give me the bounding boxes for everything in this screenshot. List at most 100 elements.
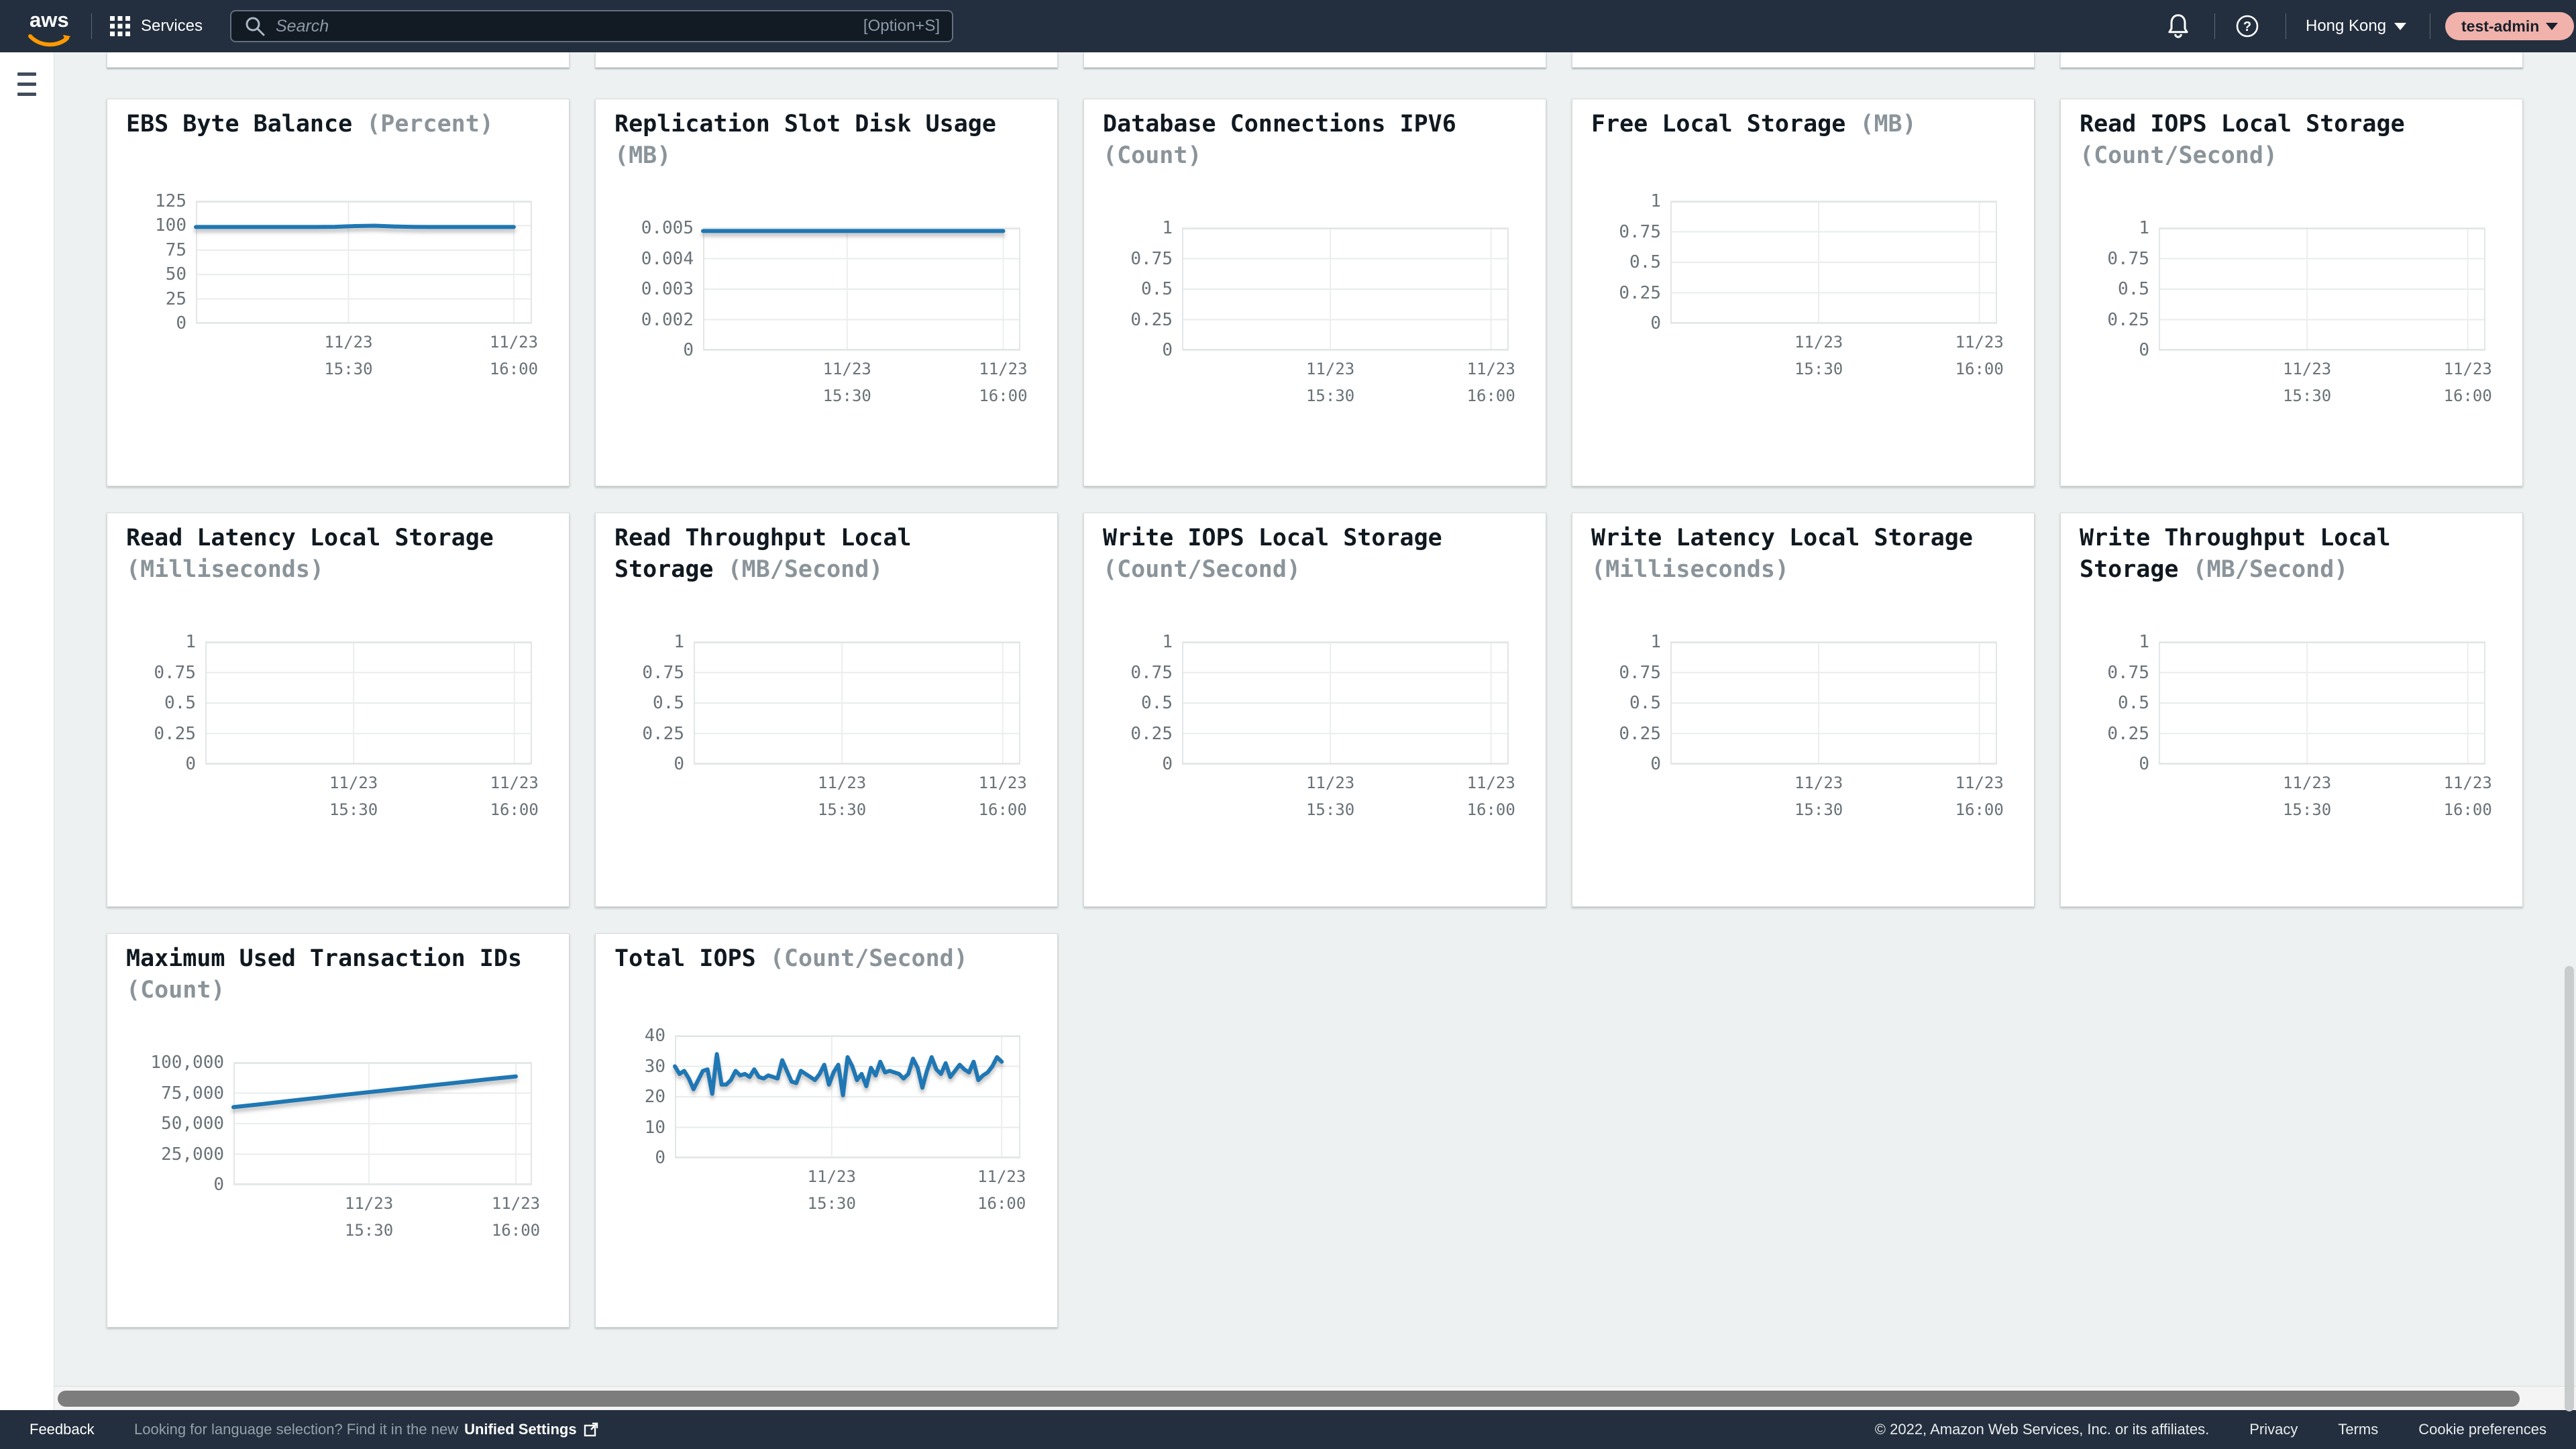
metric-card-database-connections-ipv6[interactable]: Database Connections IPV6 (Count) 1 0.75 0.… bbox=[1083, 99, 1546, 486]
metric-card-write-throughput-local-storage[interactable]: Write Throughput Local Storage (MB/Secon… bbox=[2060, 513, 2523, 907]
x-axis-tick-label: 15:30 bbox=[2282, 386, 2332, 405]
chart-unit-label: (Milliseconds) bbox=[1591, 556, 1790, 583]
y-axis-tick-label: 0 bbox=[683, 340, 694, 360]
terms-link[interactable]: Terms bbox=[2338, 1421, 2379, 1438]
sidebar-menu-toggle[interactable] bbox=[17, 72, 36, 97]
chart-plot-area[interactable] bbox=[231, 1062, 532, 1185]
x-axis-tick-label: 16:00 bbox=[491, 1221, 541, 1240]
y-axis-tick-label: 20 bbox=[644, 1087, 665, 1107]
chart-title-text: Replication Slot Disk Usage bbox=[614, 111, 996, 138]
x-axis-tick-label: 16:00 bbox=[977, 1194, 1026, 1213]
chart-plot-area[interactable] bbox=[1182, 641, 1509, 765]
unified-settings-link[interactable]: Unified Settings bbox=[464, 1421, 577, 1438]
metric-card-read-latency-local-storage[interactable]: Read Latency Local Storage (Milliseconds… bbox=[107, 513, 570, 907]
x-axis-tick-label: 11/23 bbox=[344, 1194, 394, 1213]
account-menu-button[interactable]: test-admin bbox=[2445, 12, 2575, 40]
x-axis-tick-label: 11/23 bbox=[1955, 773, 2004, 792]
chart-plot-area[interactable] bbox=[673, 1035, 1020, 1159]
x-axis-tick-label: 16:00 bbox=[978, 800, 1027, 819]
search-placeholder: Search bbox=[276, 16, 329, 36]
x-axis-tick-label: 15:30 bbox=[324, 360, 373, 378]
metric-line-series bbox=[194, 223, 516, 229]
chart-plot-area[interactable] bbox=[205, 641, 532, 765]
metric-card-maximum-used-transaction-ids[interactable]: Maximum Used Transaction IDs (Count) 100,… bbox=[107, 933, 570, 1328]
chart-title-text: Read Latency Local Storage bbox=[126, 525, 494, 551]
hamburger-icon bbox=[17, 72, 36, 76]
x-axis-tick-label: 11/23 bbox=[1466, 773, 1515, 792]
nav-divider bbox=[91, 13, 92, 39]
metric-line-series bbox=[673, 1052, 1004, 1097]
y-axis-tick-label: 0 bbox=[185, 754, 196, 774]
help-button[interactable]: ? bbox=[2234, 13, 2261, 40]
x-axis-tick-label: 15:30 bbox=[344, 1221, 394, 1240]
feedback-link[interactable]: Feedback bbox=[30, 1421, 95, 1438]
privacy-link[interactable]: Privacy bbox=[2249, 1421, 2298, 1438]
partial-card-cut-off[interactable] bbox=[1083, 52, 1546, 68]
partial-card-cut-off[interactable] bbox=[1572, 52, 2035, 68]
chart-title-text: Free Local Storage bbox=[1591, 111, 1860, 138]
aws-logo[interactable]: aws bbox=[28, 5, 75, 47]
chart-unit-label: (Milliseconds) bbox=[126, 556, 325, 583]
metric-card-ebs-byte-balance[interactable]: EBS Byte Balance (Percent) 125 100 75 50 25 0 1… bbox=[107, 99, 570, 486]
chart-plot-area[interactable] bbox=[2159, 227, 2485, 351]
partial-card-cut-off[interactable] bbox=[2060, 52, 2523, 68]
chart-plot-area[interactable] bbox=[701, 227, 1020, 351]
x-axis-tick-label: 11/23 bbox=[1955, 333, 2004, 352]
y-axis-tick-label: 0.75 bbox=[1130, 662, 1173, 683]
x-axis-tick-label: 11/23 bbox=[817, 773, 867, 792]
metric-card-replication-slot-disk-usage[interactable]: Replication Slot Disk Usage (MB) 0.005 0.0… bbox=[595, 99, 1058, 486]
x-axis-tick-label: 11/23 bbox=[324, 333, 373, 352]
x-axis-tick-label: 15:30 bbox=[1794, 800, 1843, 819]
region-selector[interactable]: Hong Kong bbox=[2306, 0, 2407, 52]
metric-card-read-throughput-local-storage[interactable]: Read Throughput Local Storage (MB/Second… bbox=[595, 513, 1058, 907]
horizontal-scrollbar-track[interactable] bbox=[54, 1386, 2576, 1410]
chart-unit-label: (Count) bbox=[1103, 142, 1202, 169]
y-axis-tick-label: 50,000 bbox=[161, 1114, 224, 1134]
chart-plot-area[interactable] bbox=[694, 641, 1020, 765]
x-axis-tick-label: 11/23 bbox=[979, 360, 1028, 378]
cookie-preferences-link[interactable]: Cookie preferences bbox=[2418, 1421, 2546, 1438]
chart-plot-area[interactable] bbox=[1670, 201, 1997, 324]
metric-card-write-iops-local-storage[interactable]: Write IOPS Local Storage (Count/Second) 1… bbox=[1083, 513, 1546, 907]
metric-card-write-latency-local-storage[interactable]: Write Latency Local Storage (Millisecond… bbox=[1572, 513, 2035, 907]
x-axis-tick-label: 11/23 bbox=[2443, 360, 2492, 378]
x-axis-tick-label: 16:00 bbox=[2443, 386, 2492, 405]
x-axis-tick-label: 16:00 bbox=[1955, 800, 2004, 819]
x-axis-tick-label: 15:30 bbox=[1305, 800, 1355, 819]
chart-plot-area[interactable] bbox=[2159, 641, 2485, 765]
x-axis-tick-label: 11/23 bbox=[807, 1167, 856, 1186]
horizontal-scrollbar-thumb[interactable] bbox=[58, 1391, 2520, 1407]
metric-card-read-iops-local-storage[interactable]: Read IOPS Local Storage (Count/Second) 1 0… bbox=[2060, 99, 2523, 486]
metric-line-series bbox=[231, 1074, 518, 1110]
chart-plot-area[interactable] bbox=[1182, 227, 1509, 351]
partial-card-cut-off[interactable] bbox=[595, 52, 1058, 68]
notifications-bell-button[interactable] bbox=[2165, 13, 2192, 40]
y-axis-tick-label: 0.75 bbox=[2107, 248, 2149, 269]
y-axis-tick-label: 100 bbox=[155, 215, 186, 236]
vertical-scrollbar-thumb[interactable] bbox=[2565, 966, 2574, 1411]
partial-card-cut-off[interactable] bbox=[107, 52, 570, 68]
y-axis-tick-label: 10 bbox=[644, 1117, 665, 1138]
region-label: Hong Kong bbox=[2306, 17, 2387, 35]
chart-title: Write Latency Local Storage (Millisecond… bbox=[1591, 523, 1994, 586]
chart-plot-area[interactable] bbox=[194, 201, 532, 324]
y-axis-tick-label: 0 bbox=[1650, 313, 1661, 333]
x-axis-tick-label: 15:30 bbox=[1794, 360, 1843, 378]
y-axis-tick-label: 0.5 bbox=[1141, 279, 1173, 299]
metric-card-free-local-storage[interactable]: Free Local Storage (MB) 1 0.75 0.5 0.25 0 11/2… bbox=[1572, 99, 2035, 486]
chart-title: Write Throughput Local Storage (MB/Secon… bbox=[2080, 523, 2482, 586]
y-axis-tick-label: 0.75 bbox=[642, 662, 684, 683]
x-axis-tick-label: 11/23 bbox=[822, 360, 871, 378]
copyright-text: © 2022, Amazon Web Services, Inc. or its… bbox=[1874, 1421, 2210, 1438]
metric-card-total-iops[interactable]: Total IOPS (Count/Second) 40 30 20 10 0 11/23 1… bbox=[595, 933, 1058, 1328]
services-menu-button[interactable]: Services bbox=[109, 0, 203, 52]
y-axis-tick-label: 0.75 bbox=[1619, 221, 1661, 242]
chart-unit-label: (Count) bbox=[126, 977, 225, 1004]
y-axis-tick-label: 0.002 bbox=[641, 309, 694, 330]
y-axis-tick-label: 75 bbox=[165, 239, 186, 260]
x-axis-tick-label: 15:30 bbox=[329, 800, 378, 819]
search-input[interactable]: Search [Option+S] bbox=[230, 10, 953, 42]
chart-plot-area[interactable] bbox=[1670, 641, 1997, 765]
chart-unit-label: (MB) bbox=[1860, 111, 1917, 138]
y-axis-tick-label: 25,000 bbox=[161, 1144, 224, 1165]
